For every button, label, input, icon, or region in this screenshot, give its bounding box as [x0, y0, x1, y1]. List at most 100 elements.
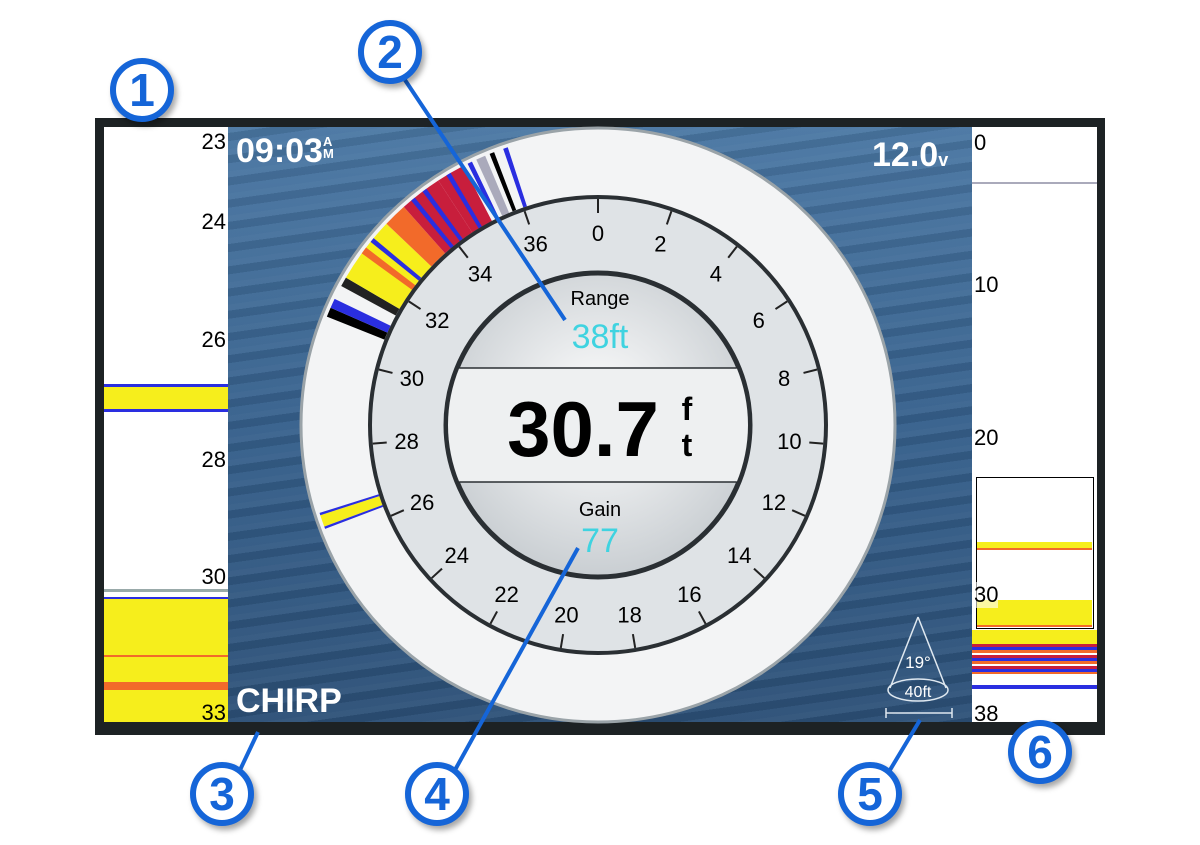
- echo-arc: [411, 197, 454, 249]
- scale-tick: [431, 567, 443, 579]
- depth-tick: 30: [974, 582, 999, 608]
- scale-tick: [559, 633, 565, 649]
- callout-1: 1: [110, 58, 174, 122]
- zoom-depth-strip: 23 24 26 28 30 33: [104, 127, 228, 722]
- callout-4: 4: [405, 762, 469, 826]
- range-value[interactable]: 38ft: [572, 318, 629, 356]
- echo-arc: [503, 147, 527, 208]
- scale-tick: [378, 368, 393, 374]
- echo-arc: [341, 277, 400, 316]
- depth-band: [448, 367, 748, 483]
- battery-voltage: 12.0v: [872, 136, 948, 175]
- echo-arc: [476, 155, 510, 216]
- beam-angle: 19°: [905, 653, 931, 672]
- voltage-value: 12.0: [872, 136, 939, 174]
- clock: 09:03A M: [236, 132, 334, 171]
- echo-arc: [326, 307, 388, 340]
- scale-tick: [408, 300, 422, 310]
- echo-arc: [422, 188, 463, 242]
- scale-label: 34: [468, 261, 492, 286]
- scale-label: 16: [677, 582, 701, 607]
- scale-tick: [809, 441, 824, 445]
- echo-arc: [319, 494, 380, 516]
- scale-label: 20: [554, 602, 578, 627]
- depth-value: 30.7: [507, 385, 659, 473]
- depth-tick: 33: [201, 700, 226, 722]
- echo-arc: [330, 298, 391, 333]
- scale-tick: [774, 300, 788, 310]
- gain-value[interactable]: 77: [581, 522, 619, 560]
- scale-label: 4: [710, 261, 722, 286]
- frequency-mode: CHIRP: [236, 682, 342, 720]
- callout-6: 6: [1008, 720, 1072, 784]
- gain-label: Gain: [579, 499, 621, 521]
- bottom-echo: [104, 597, 228, 722]
- scale-tick: [458, 246, 469, 259]
- scale-tick: [753, 567, 765, 579]
- zoom-window-indicator: [976, 477, 1094, 629]
- depth-tick: 23: [201, 129, 226, 154]
- scale-label: 24: [444, 543, 468, 568]
- full-depth-strip: 0 10 20 30 38: [972, 127, 1097, 722]
- time: 09:03: [236, 132, 323, 170]
- echo-arc: [370, 238, 422, 281]
- scale-label: 12: [762, 490, 786, 515]
- echo-band: [972, 685, 1097, 689]
- range-label: Range: [571, 288, 630, 310]
- bottom-echo: [972, 644, 1097, 674]
- echo-band: [972, 182, 1097, 184]
- scale-label: 28: [394, 429, 418, 454]
- am-pm: A: [322, 134, 333, 149]
- echo-band: [104, 384, 228, 412]
- transducer-cone-icon: [885, 616, 953, 718]
- depth-tick: 26: [201, 327, 226, 352]
- echo-arc: [403, 180, 473, 254]
- echo-band: [972, 630, 1097, 644]
- scale-label: 2: [654, 231, 666, 256]
- echo-band: [104, 589, 228, 592]
- echo-arc: [489, 152, 517, 212]
- depth-tick: 20: [974, 425, 999, 450]
- echo-arc: [446, 172, 482, 229]
- scale-tick: [791, 509, 806, 517]
- echo-arc: [467, 161, 499, 220]
- depth-tick: 24: [201, 209, 226, 234]
- scale-label: 26: [410, 490, 434, 515]
- scale-tick: [727, 246, 738, 259]
- depth-tick: 38: [974, 701, 999, 722]
- echo-arc: [324, 505, 384, 529]
- scale-tick: [489, 610, 498, 625]
- scale-label: 6: [753, 308, 765, 333]
- flasher-echoes: [319, 147, 527, 529]
- scale-label: 36: [523, 231, 547, 256]
- depth-unit: t: [682, 427, 693, 463]
- scale-tick: [803, 368, 818, 374]
- beam-depth: 40ft: [905, 684, 932, 701]
- scale-label: 32: [425, 308, 449, 333]
- callout-2: 2: [358, 20, 422, 84]
- echo-band: [977, 542, 1092, 550]
- am-pm: M: [322, 146, 334, 161]
- echo-arc: [386, 206, 446, 267]
- scale-label: 8: [778, 366, 790, 391]
- scale-label: 10: [777, 429, 801, 454]
- depth-unit: f: [682, 391, 693, 427]
- scale-tick: [523, 210, 531, 225]
- scale-label: 18: [617, 602, 641, 627]
- echo-band: [104, 682, 228, 690]
- depth-tick: 0: [974, 130, 987, 155]
- scale-label: 0: [592, 221, 604, 246]
- echo-band: [104, 655, 228, 657]
- depth-tick: 28: [201, 447, 226, 472]
- depth-tick: 10: [974, 272, 999, 297]
- callout-3: 3: [190, 762, 254, 826]
- scale-tick: [698, 610, 707, 625]
- depth-tick: 30: [201, 564, 226, 589]
- scale-label: 30: [400, 366, 424, 391]
- voltage-unit: v: [938, 150, 949, 170]
- scale-label: 14: [727, 543, 751, 568]
- scale-tick: [390, 509, 405, 517]
- echo-arc: [320, 496, 383, 527]
- echo-arc: [361, 247, 416, 290]
